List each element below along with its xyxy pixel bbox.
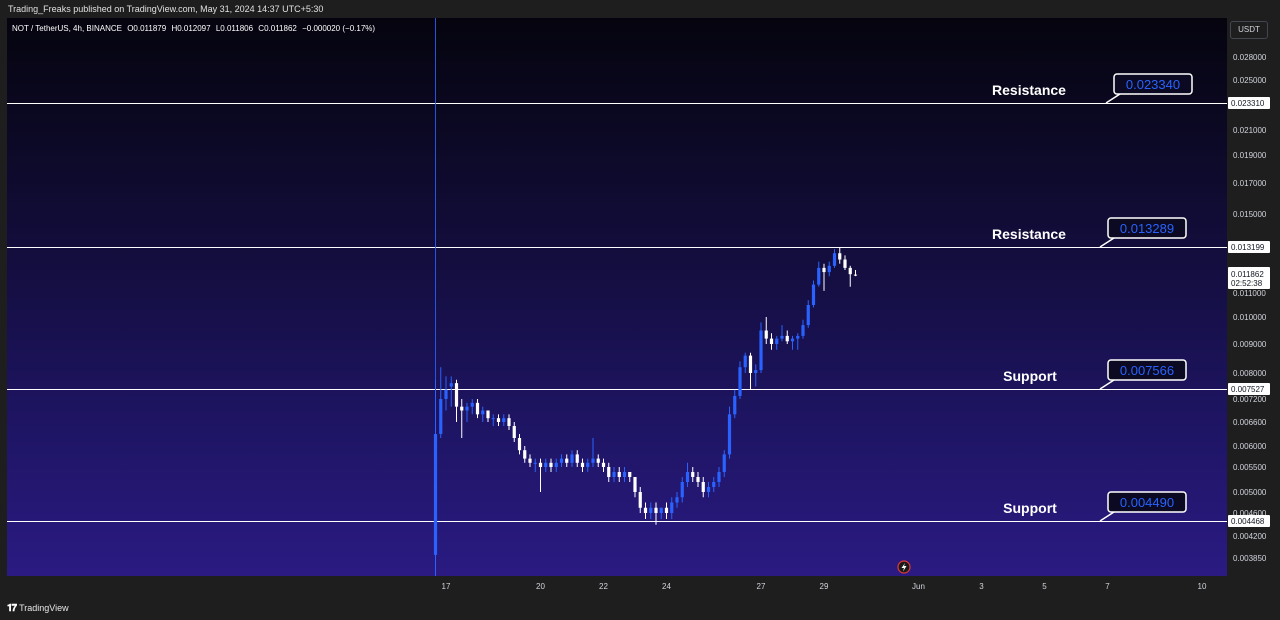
tradingview-logo-icon: 𝟏𝟕 bbox=[7, 602, 17, 614]
tradingview-brand[interactable]: 𝟏𝟕 TradingView bbox=[7, 600, 69, 616]
price-axis[interactable] bbox=[1227, 18, 1273, 576]
legend-close: C0.011862 bbox=[258, 24, 297, 33]
brand-label: TradingView bbox=[19, 603, 69, 613]
chart-pane[interactable] bbox=[7, 18, 1227, 576]
chart-legend: NOT / TetherUS, 4h, BINANCE O0.011879 H0… bbox=[12, 24, 378, 33]
time-axis[interactable] bbox=[7, 576, 1227, 596]
publish-info: Trading_Freaks published on TradingView.… bbox=[0, 0, 1280, 18]
footer-bar bbox=[0, 596, 1280, 620]
legend-symbol: NOT / TetherUS, 4h, BINANCE bbox=[12, 24, 122, 33]
legend-open: O0.011879 bbox=[127, 24, 167, 33]
currency-button[interactable]: USDT bbox=[1230, 21, 1268, 39]
legend-low: L0.011806 bbox=[215, 24, 254, 33]
legend-change: −0.000020 (−0.17%) bbox=[302, 24, 376, 33]
legend-high: H0.012097 bbox=[171, 24, 211, 33]
